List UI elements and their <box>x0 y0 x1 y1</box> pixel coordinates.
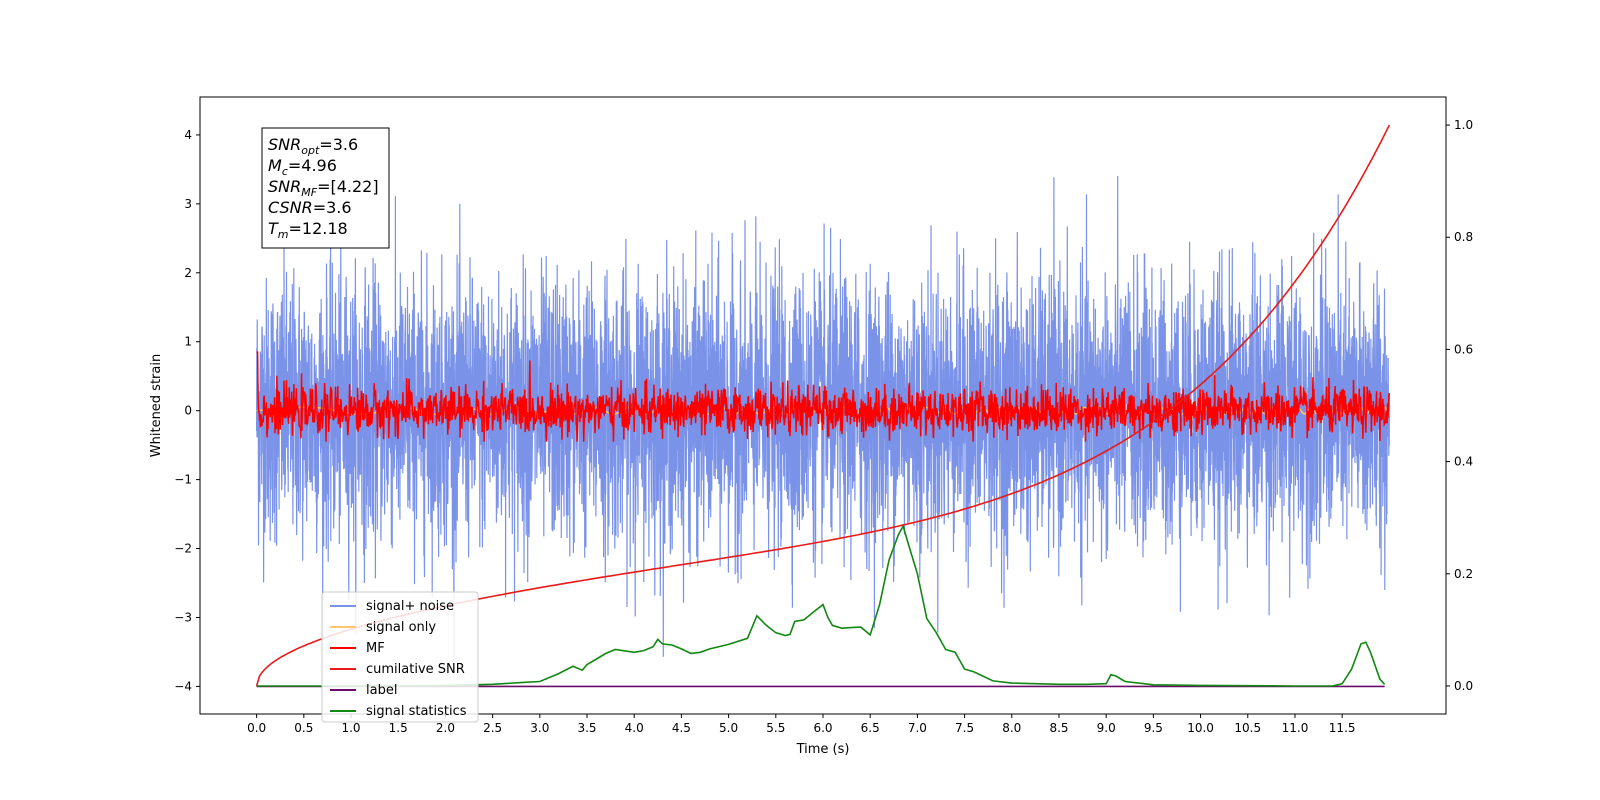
x-tick-label: 4.0 <box>625 721 644 735</box>
y2-tick-label: 0.6 <box>1454 342 1473 356</box>
legend-item: label <box>330 683 397 698</box>
legend-frame <box>321 591 479 723</box>
x-tick-label: 1.0 <box>341 721 360 735</box>
x-tick-label: 8.0 <box>1002 721 1021 735</box>
y2-tick-label: 1.0 <box>1454 118 1473 132</box>
x-tick-label: 7.5 <box>955 721 974 735</box>
mf-line <box>256 351 1391 442</box>
y-axis-right: 0.0 0.2 0.4 0.6 0.8 1.0 <box>1446 118 1473 693</box>
y-tick-label: −3 <box>174 610 192 624</box>
y-tick-label: 4 <box>184 128 192 142</box>
info-box-frame <box>261 127 390 249</box>
x-tick-label: 3.0 <box>530 721 549 735</box>
x-tick-label: 1.5 <box>389 721 408 735</box>
x-tick-label: 5.5 <box>766 721 785 735</box>
x-tick-label: 2.0 <box>436 721 455 735</box>
y-tick-label: 2 <box>184 266 192 280</box>
x-tick-label: 3.5 <box>577 721 596 735</box>
signal-statistics-line <box>256 524 1386 687</box>
x-tick-label: 9.0 <box>1097 721 1116 735</box>
x-tick-label: 8.5 <box>1049 721 1068 735</box>
x-axis: 0.0 0.5 1.0 1.5 2.0 2.5 3.0 3.5 4.0 4.5 5.0 5.5 6.0 6… <box>247 714 1356 735</box>
y-tick-label: 1 <box>184 335 192 349</box>
legend-label: MF <box>366 641 385 656</box>
signal-statistics-series <box>256 524 1386 687</box>
x-tick-label: 10.0 <box>1187 721 1214 735</box>
x-tick-label: 4.5 <box>672 721 691 735</box>
x-tick-label: 5.0 <box>719 721 738 735</box>
x-tick-label: 6.0 <box>813 721 832 735</box>
y-tick-label: −4 <box>174 679 192 693</box>
x-tick-label: 11.5 <box>1329 721 1356 735</box>
y2-tick-label: 0.8 <box>1454 230 1473 244</box>
info-line: Mc=4.96 <box>268 156 337 178</box>
legend-label: cumilative SNR <box>366 662 465 677</box>
legend-item: signal+ noise <box>330 599 454 614</box>
x-tick-label: 2.5 <box>483 721 502 735</box>
x-tick-label: 6.5 <box>861 721 880 735</box>
y2-tick-label: 0.0 <box>1454 679 1473 693</box>
y-tick-label: −1 <box>174 473 192 487</box>
x-tick-label: 11.0 <box>1282 721 1309 735</box>
legend-label: signal statistics <box>366 704 467 719</box>
legend-item: cumilative SNR <box>330 662 465 677</box>
mf-series <box>256 351 1391 442</box>
y2-tick-label: 0.4 <box>1454 455 1473 469</box>
legend-label: label <box>366 683 397 698</box>
legend-item: signal only <box>330 620 436 635</box>
y-axis-label: Whitened strain <box>149 354 164 457</box>
y-tick-label: −2 <box>174 542 192 556</box>
info-line: CSNR=3.6 <box>268 198 352 217</box>
info-line: SNRMF=[4.22] <box>268 177 379 199</box>
legend-item: MF <box>330 641 385 656</box>
info-line: SNRopt=3.6 <box>268 135 358 157</box>
x-tick-label: 0.0 <box>247 721 266 735</box>
x-tick-label: 0.5 <box>294 721 313 735</box>
x-tick-label: 9.5 <box>1144 721 1163 735</box>
x-tick-label: 10.5 <box>1234 721 1261 735</box>
info-line: Tm=12.18 <box>268 219 348 241</box>
y-tick-label: 3 <box>184 197 192 211</box>
y-axis-left: −4 −3 −2 −1 0 1 2 3 4 <box>174 128 200 693</box>
legend-label: signal+ noise <box>366 599 454 614</box>
x-axis-label: Time (s) <box>796 742 850 757</box>
legend-label: signal only <box>366 620 436 635</box>
legend: signal+ noise signal only MF cumilative SNR… <box>321 591 479 723</box>
x-tick-label: 7.0 <box>908 721 927 735</box>
y-tick-label: 0 <box>184 404 192 418</box>
legend-item: signal statistics <box>330 704 467 719</box>
y2-tick-label: 0.2 <box>1454 567 1473 581</box>
